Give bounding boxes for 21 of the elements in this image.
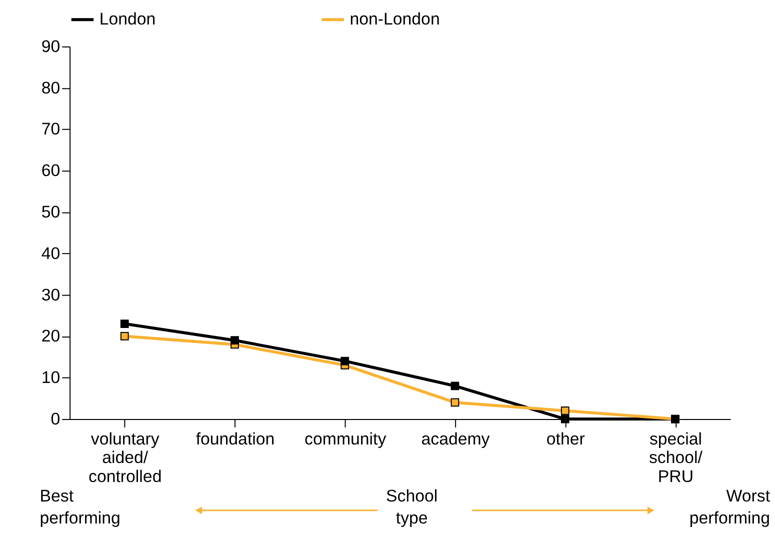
y-tick-label: 70	[41, 120, 60, 139]
y-tick-label: 30	[41, 285, 60, 304]
x-tick-label: academy	[421, 429, 490, 448]
x-tick-label: special school/PRU	[648, 429, 703, 486]
y-tick-label: 90	[41, 36, 60, 56]
x-tick-label: other	[546, 429, 586, 448]
y-tick-label: 10	[41, 368, 60, 388]
x-axis-title: School type	[386, 486, 438, 528]
y-tick-label: 20	[41, 326, 60, 346]
y-tick-label: 80	[41, 78, 60, 98]
legend-label: London	[99, 10, 156, 29]
text: Best performing	[40, 486, 120, 528]
x-tick-label: voluntary aided/controlled	[88, 429, 162, 486]
y-tick-label: 60	[41, 161, 60, 180]
y-tick-label: 50	[41, 202, 60, 222]
text: Worst performing	[689, 486, 770, 528]
y-tick-label: 0	[50, 409, 60, 428]
x-tick-label: community	[304, 429, 387, 448]
x-tick-label: foundation	[196, 429, 275, 448]
y-tick-label: 40	[41, 244, 60, 263]
legend-label: non-London	[350, 10, 440, 29]
